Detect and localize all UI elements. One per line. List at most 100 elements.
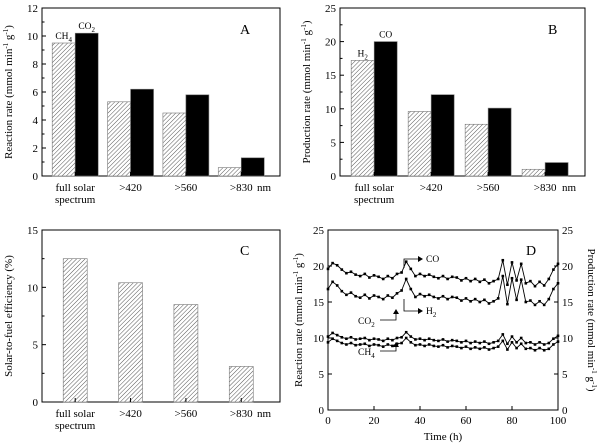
series-point-h2	[363, 293, 367, 297]
series-line-co	[327, 260, 559, 287]
series-point-co2	[354, 338, 357, 341]
series-point-co	[391, 276, 394, 280]
y-axis-title: Reaction rate (mmol min-1 g-1)	[2, 25, 15, 159]
series-point-co	[418, 272, 422, 276]
x-tick-label: >830	[230, 408, 253, 420]
series-point-co2	[395, 336, 399, 340]
panel-d-frame	[327, 229, 559, 411]
y-tick-label: 0	[33, 397, 39, 409]
series-point-ch4	[552, 343, 555, 346]
x-tick-label: spectrum	[354, 194, 395, 206]
series-point-ch4	[464, 345, 468, 348]
series-point-co	[345, 271, 348, 275]
series-point-co2	[414, 338, 417, 341]
series-point-co	[506, 283, 509, 287]
y-tick-label: 15	[325, 70, 337, 82]
series-point-co2	[372, 337, 376, 341]
series-point-h2	[437, 297, 440, 300]
series-point-ch4	[473, 346, 477, 349]
x-tick-label: full solar	[55, 182, 95, 194]
x-unit-label: nm	[257, 408, 272, 420]
series-point-ch4	[404, 336, 408, 340]
series-point-co2	[446, 340, 449, 343]
x-tick-label: 100	[550, 415, 567, 427]
series-point-h2	[349, 291, 353, 294]
series-point-h2	[400, 289, 403, 292]
series-point-co2	[432, 338, 436, 342]
series-point-co2	[542, 343, 546, 346]
x-tick-label: 60	[461, 415, 473, 427]
series-point-co2	[556, 334, 560, 338]
series-point-co	[524, 281, 528, 285]
y-left-axis-title: Reaction rate (mmol min-1 g-1)	[292, 253, 305, 387]
series-point-h2	[487, 302, 491, 305]
series-point-h2	[432, 295, 436, 299]
series-point-co2	[538, 341, 541, 344]
bar-co2-2	[185, 94, 210, 177]
series-point-co2	[478, 341, 482, 345]
series-point-co2	[381, 339, 385, 343]
x-tick-label: 20	[369, 415, 381, 427]
series-point-ch4	[354, 343, 357, 347]
bar-co2-3	[240, 157, 265, 177]
series-point-h2	[529, 299, 532, 302]
series-point-ch4	[432, 344, 436, 348]
bar-ch4-0	[51, 42, 76, 177]
series-point-co2	[496, 339, 500, 343]
series-point-co	[326, 267, 330, 271]
series-point-h2	[547, 297, 551, 301]
series-point-ch4	[414, 343, 417, 347]
series-point-ch4	[381, 345, 385, 348]
x-tick-label: full solar	[354, 182, 394, 194]
y-right-tick-label: 20	[562, 261, 574, 273]
bar-co-1	[430, 94, 455, 177]
series-point-ch4	[506, 348, 509, 351]
series-point-h2	[515, 298, 518, 302]
bar-h2-3	[521, 168, 546, 177]
y-tick-label: 10	[325, 104, 337, 116]
series-point-ch4	[547, 347, 551, 351]
y-tick-label: 8	[33, 59, 39, 71]
y-right-tick-label: 0	[562, 405, 568, 417]
series-point-ch4	[469, 347, 472, 351]
series-point-co2	[349, 335, 353, 339]
series-point-co2	[524, 341, 528, 345]
series-point-co2	[464, 339, 468, 343]
y-tick-label: 0	[331, 171, 337, 183]
x-tick-label: >420	[119, 408, 142, 420]
series-point-co2	[391, 338, 394, 342]
series-point-ch4	[519, 342, 523, 346]
bar-h2-1	[407, 111, 432, 177]
series-point-ch4	[501, 339, 505, 343]
series-point-co2	[483, 340, 486, 343]
series-point-h2	[464, 297, 468, 300]
bar-co-2	[487, 107, 512, 177]
series-point-h2	[381, 297, 385, 301]
x-tick-label: full solar	[55, 408, 95, 420]
series-point-co	[552, 268, 555, 271]
series-point-h2	[519, 278, 523, 281]
series-point-ch4	[386, 343, 390, 346]
series-point-h2	[372, 294, 376, 297]
bar-efficiency-2	[173, 304, 199, 403]
series-point-co	[529, 279, 532, 283]
arrow-co	[403, 258, 422, 268]
bar-efficiency-3	[228, 366, 254, 403]
y-right-axis-title: Production rate (mmol min-1 g-1)	[585, 248, 598, 391]
series-point-ch4	[556, 340, 560, 343]
series-point-co2	[358, 337, 362, 341]
series-point-h2	[542, 303, 546, 307]
series-point-co	[478, 280, 482, 284]
series-point-h2	[414, 295, 417, 299]
series-point-h2	[501, 274, 505, 278]
panel-b-letter: B	[548, 23, 557, 38]
y-tick-label: 10	[27, 282, 39, 294]
y-left-tick-label: 5	[319, 369, 325, 381]
y-tick-label: 5	[331, 137, 337, 149]
series-point-co	[510, 261, 514, 264]
series-point-ch4	[358, 343, 362, 346]
series-point-co2	[437, 339, 440, 343]
